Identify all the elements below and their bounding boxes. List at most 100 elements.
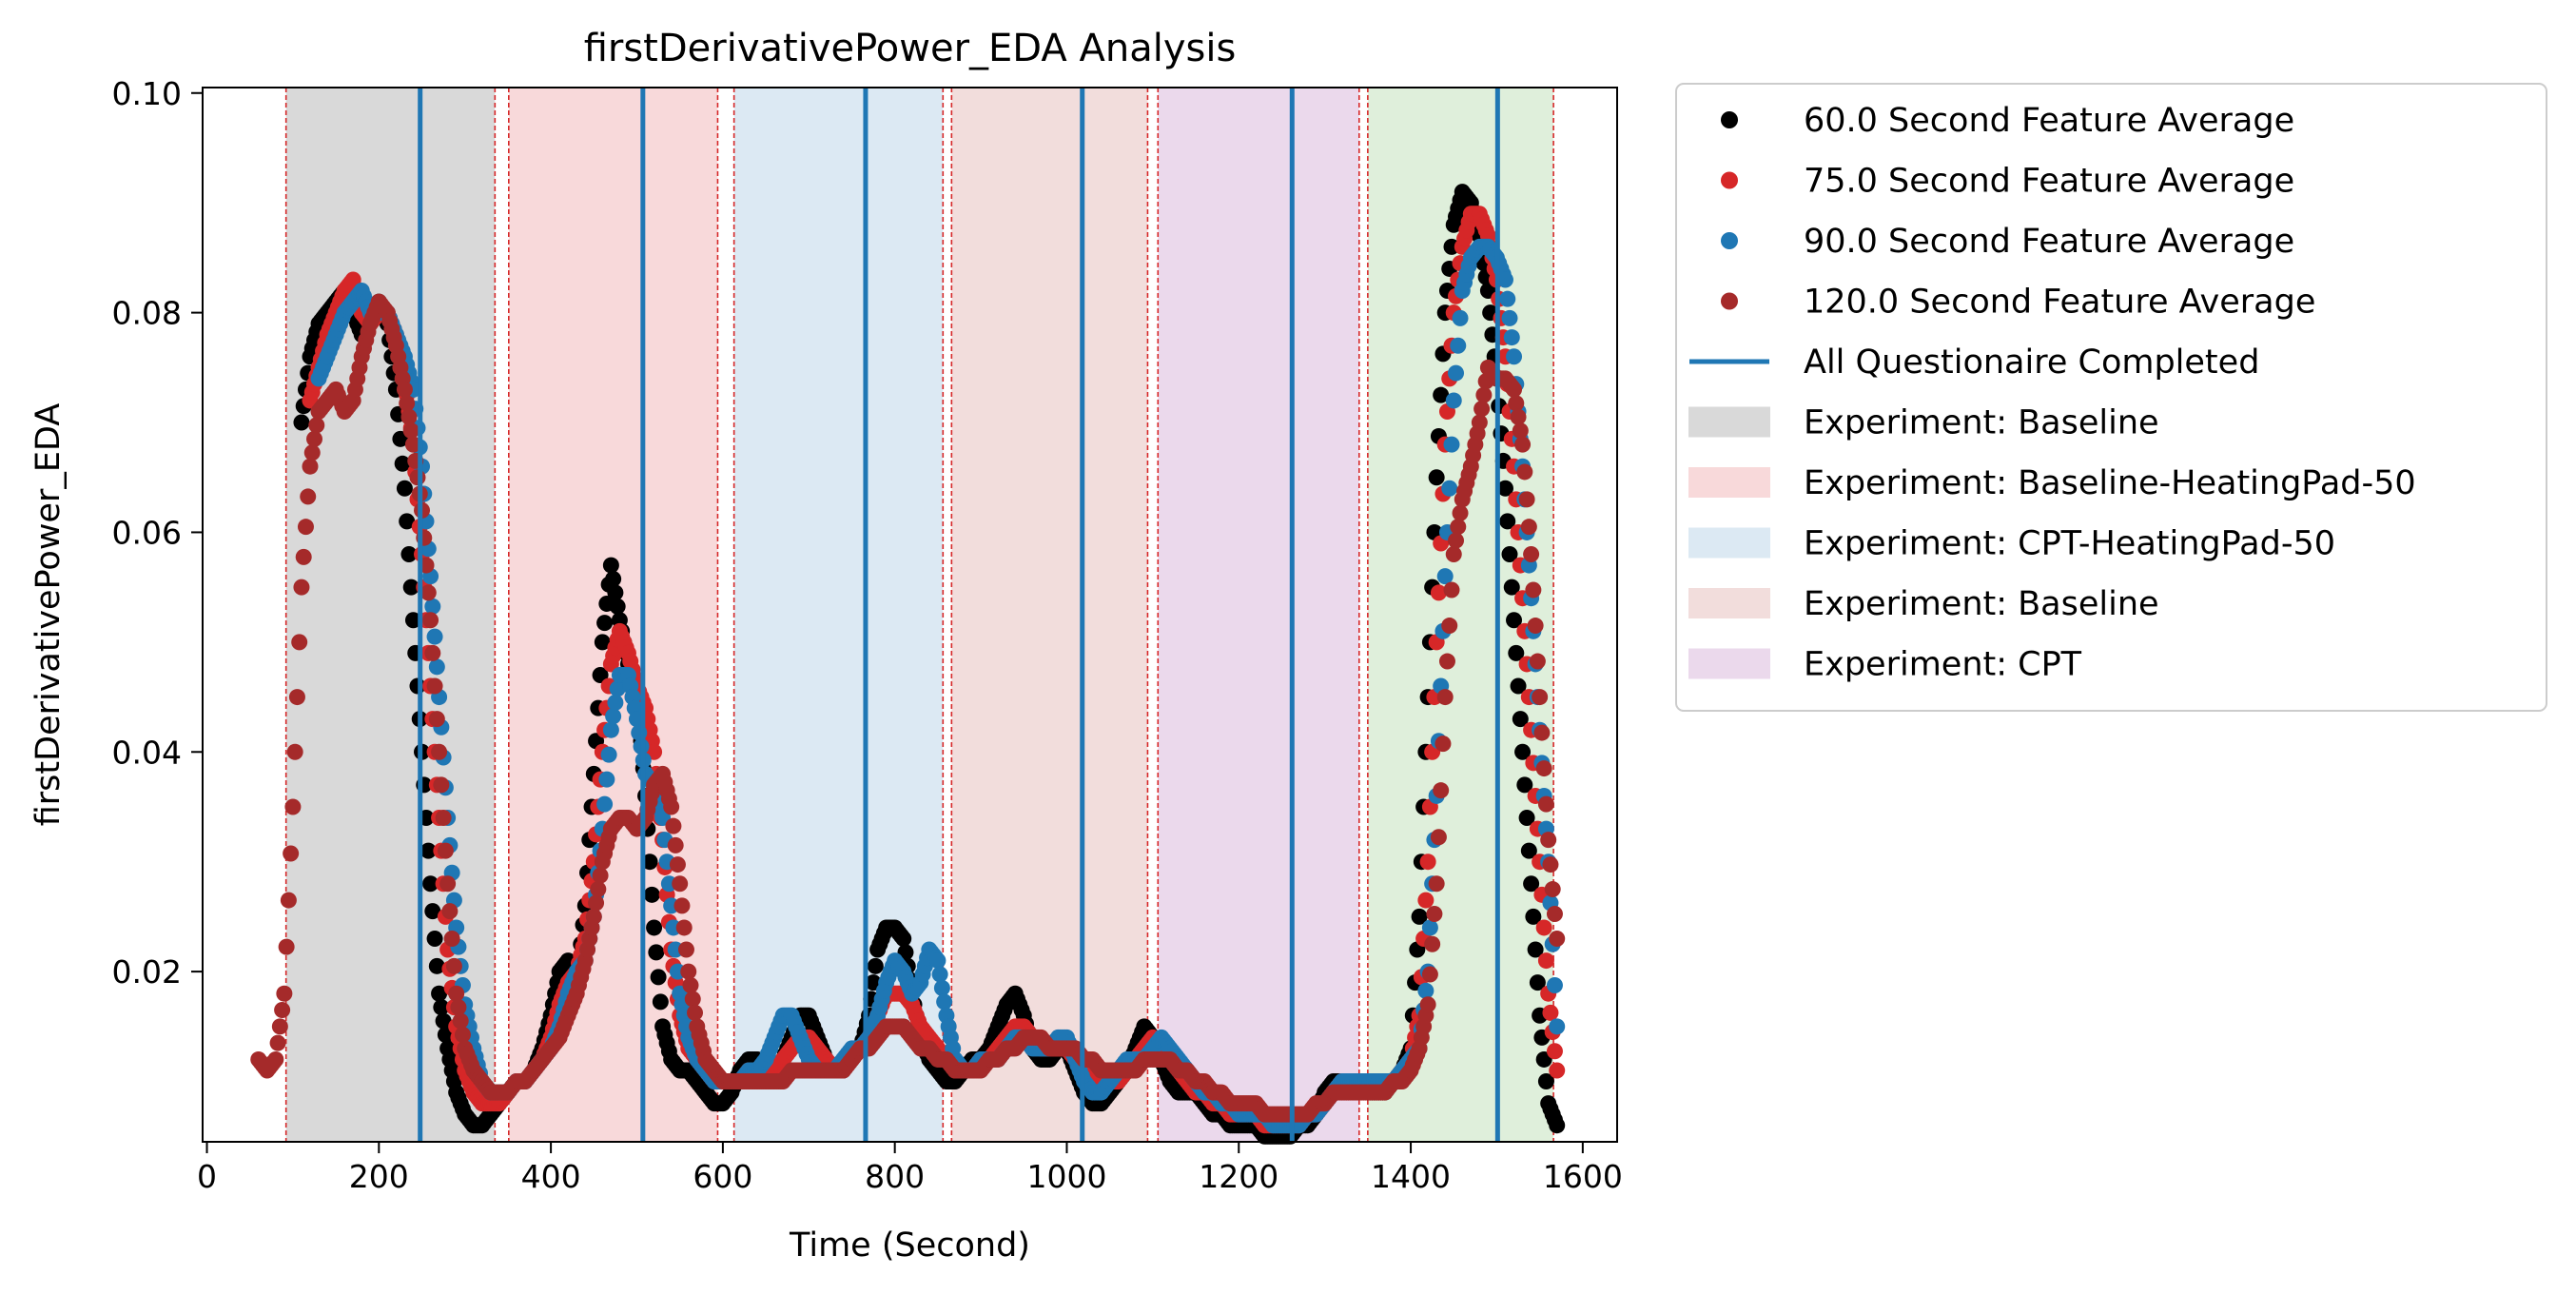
data-point — [1520, 842, 1537, 859]
legend-label: Experiment: Baseline — [1804, 585, 2159, 623]
data-point — [933, 979, 950, 996]
data-point — [426, 628, 443, 645]
data-point — [1448, 532, 1465, 549]
data-point — [288, 689, 305, 706]
legend-marker — [1721, 232, 1738, 249]
data-point — [592, 666, 609, 683]
data-point — [1523, 875, 1540, 893]
data-point — [1428, 875, 1445, 893]
legend-label: 120.0 Second Feature Average — [1804, 284, 2315, 322]
data-point — [590, 881, 607, 898]
data-point — [1496, 271, 1513, 288]
x-tick-label: 800 — [865, 1158, 925, 1195]
legend-entry: Experiment: Baseline-HeatingPad-50 — [1688, 464, 2416, 502]
data-point — [293, 579, 310, 596]
chart-title: firstDerivativePower_EDA Analysis — [584, 27, 1237, 70]
data-point — [929, 952, 946, 970]
x-axis-label: Time (Second) — [789, 1226, 1030, 1265]
data-point — [409, 469, 426, 486]
data-point — [605, 570, 622, 587]
data-point — [680, 963, 697, 980]
data-point — [1450, 519, 1467, 536]
data-point — [420, 842, 437, 859]
data-point — [399, 513, 416, 530]
data-point — [424, 903, 441, 920]
y-tick-label: 0.06 — [112, 514, 182, 551]
data-point — [428, 658, 445, 676]
legend-label: Experiment: CPT-HeatingPad-50 — [1804, 525, 2335, 563]
data-point — [283, 845, 300, 862]
data-point — [269, 1034, 286, 1051]
data-point — [605, 708, 622, 725]
data-point — [1527, 941, 1544, 958]
questionnaire-lines — [418, 88, 1500, 1142]
data-point — [424, 598, 441, 615]
data-point — [585, 908, 602, 925]
legend-entry: Experiment: CPT-HeatingPad-50 — [1688, 525, 2335, 563]
data-point — [1417, 892, 1434, 909]
data-point — [295, 548, 312, 565]
data-point — [445, 957, 462, 974]
data-point — [435, 810, 452, 827]
data-point — [1424, 935, 1441, 952]
x-tick-label: 1600 — [1543, 1158, 1623, 1195]
data-point — [652, 993, 669, 1010]
y-tick-label: 0.10 — [112, 75, 182, 112]
data-point — [1419, 996, 1436, 1013]
data-point — [1452, 504, 1469, 521]
data-point — [1430, 829, 1447, 846]
data-point — [426, 677, 443, 695]
data-point — [1514, 436, 1532, 453]
data-point — [1421, 919, 1438, 936]
data-point — [278, 938, 295, 955]
data-point — [594, 634, 611, 651]
data-point — [433, 776, 450, 794]
data-point — [931, 966, 948, 983]
data-point — [1527, 618, 1544, 635]
data-point — [420, 584, 437, 601]
data-point — [1436, 568, 1454, 585]
region-boundary-lines — [284, 88, 1554, 1142]
data-point — [646, 919, 663, 936]
data-point — [1436, 689, 1454, 706]
data-point — [602, 557, 619, 574]
data-point — [648, 944, 665, 961]
legend-marker — [1721, 292, 1738, 310]
data-point — [437, 842, 454, 859]
data-point — [286, 743, 303, 760]
data-point — [424, 644, 441, 661]
data-point — [396, 381, 413, 398]
data-point — [1523, 546, 1540, 563]
data-point — [1532, 689, 1549, 706]
data-point — [1525, 581, 1542, 598]
data-point — [452, 1012, 469, 1030]
data-point — [1503, 579, 1520, 596]
data-point — [1549, 1062, 1566, 1079]
data-points — [250, 184, 1566, 1145]
plot-frame — [202, 87, 1618, 1143]
data-point — [1537, 795, 1554, 813]
legend-marker — [1721, 171, 1738, 189]
data-point — [448, 985, 465, 1002]
data-point — [284, 798, 302, 815]
y-tick-label: 0.08 — [112, 295, 182, 332]
data-point — [598, 771, 615, 788]
data-point — [596, 795, 614, 813]
data-point — [1421, 966, 1438, 983]
legend-marker — [1688, 406, 1770, 438]
x-tick-label: 200 — [349, 1158, 409, 1195]
data-point — [641, 854, 658, 871]
data-point — [1506, 348, 1523, 365]
data-point — [684, 991, 701, 1008]
data-point — [1514, 743, 1532, 760]
legend-entry: 90.0 Second Feature Average — [1721, 223, 2294, 261]
data-point — [1452, 309, 1469, 326]
data-point — [1445, 392, 1462, 409]
data-point — [1549, 1018, 1566, 1035]
legend-entry: 120.0 Second Feature Average — [1721, 284, 2315, 322]
legend-label: 90.0 Second Feature Average — [1804, 223, 2294, 261]
data-point — [600, 746, 617, 763]
legend-label: Experiment: Baseline — [1804, 404, 2159, 442]
legend-label: 75.0 Second Feature Average — [1804, 163, 2294, 201]
